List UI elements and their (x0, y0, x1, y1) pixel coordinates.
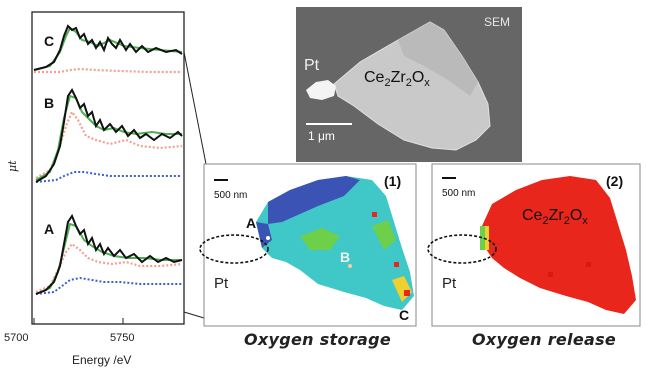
map-1-caption: Oxygen storage (244, 330, 391, 349)
spectrum-c-data (33, 24, 183, 71)
map-1: 500 nm (1) Pt A B C (199, 163, 417, 327)
map-2-scalebar-label: 500 nm (442, 188, 475, 199)
sem-formula-zr: Zr (391, 69, 407, 86)
spectra-panel: μt C B A 5700 5750 Energy /eV (4, 11, 185, 367)
map-2-spot-1 (586, 262, 591, 267)
spectra-xlabel: Energy /eV (72, 353, 131, 367)
map-1-point-a-label: A (246, 215, 256, 231)
sem-pt-label: Pt (304, 57, 320, 74)
map-2-formula-sub2: 2 (564, 215, 570, 227)
sem-scalebar-label: 1 μm (308, 129, 335, 143)
spectra-ylabel: μt (6, 160, 19, 172)
xtick-label-5750: 5750 (110, 332, 134, 344)
map-1-hot-1 (404, 290, 410, 296)
spectrum-c: C (33, 24, 183, 74)
map-1-pt-outline (199, 234, 269, 264)
sem-formula-sub1: 2 (384, 77, 390, 89)
sem-particle-label: Ce2Zr2Ox (364, 69, 430, 89)
map-1-point-a (266, 236, 270, 240)
spectrum-c-reduced (34, 67, 182, 74)
map-2-edge-green (480, 226, 485, 250)
map-1-point-b-label: B (340, 249, 350, 265)
map-1-index: (1) (384, 173, 401, 189)
map-2-edge-yellow (485, 226, 489, 250)
map-1-point-b (348, 264, 352, 268)
spectrum-a-data (35, 213, 183, 295)
map-2-pt-outline (427, 234, 497, 264)
map-2-caption: Oxygen release (472, 330, 617, 349)
zoom-line-top (183, 51, 207, 165)
map-2-formula-zr: Zr (549, 207, 565, 224)
map-1-hot-2 (372, 212, 377, 217)
map-2-pt-label: Pt (442, 275, 457, 292)
map-1-hot-3 (394, 262, 399, 267)
sem-image: SEM Pt Ce2Zr2Ox 1 μm (296, 7, 522, 162)
xtick-label-5700: 5700 (4, 332, 28, 344)
map-2-particle (482, 176, 636, 314)
map-2-formula-sub3: x (582, 215, 588, 227)
map-1-region-blue (268, 176, 360, 224)
spectrum-b-reduced (35, 171, 182, 183)
map-2-formula-ce: Ce (522, 207, 543, 224)
map-2-spot-2 (548, 272, 553, 277)
map-2-index: (2) (606, 173, 623, 189)
sem-formula-ce: Ce (364, 69, 385, 86)
map-2-formula-o: O (570, 207, 582, 224)
spectrum-c-label: C (44, 33, 54, 49)
map-1-region-green (300, 228, 340, 250)
map-2-particle-label: Ce2Zr2Ox (522, 207, 588, 227)
spectrum-b-data (35, 88, 183, 183)
map-1-region-blue2 (256, 222, 272, 248)
sem-formula-sub2: 2 (406, 77, 412, 89)
map-1-pt-label: Pt (214, 275, 229, 292)
map-2-formula-sub1: 2 (542, 215, 548, 227)
spectrum-b-label: B (44, 95, 54, 111)
spectrum-a: A (35, 213, 183, 295)
map-1-point-c-label: C (399, 307, 409, 323)
map-1-region-green2 (372, 220, 396, 250)
sem-tag: SEM (484, 15, 510, 29)
spectrum-b: B (35, 88, 183, 183)
map-2: 500 nm (2) Pt Ce2Zr2Ox (427, 163, 641, 327)
sem-particle-shade (398, 22, 478, 96)
sem-pt-blob (306, 80, 336, 100)
sem-formula-o: O (412, 69, 424, 86)
sem-formula-sub3: x (424, 77, 430, 89)
spectrum-a-label: A (44, 221, 54, 237)
zoom-line-bottom (183, 311, 205, 319)
map-1-scalebar-label: 500 nm (214, 190, 247, 201)
